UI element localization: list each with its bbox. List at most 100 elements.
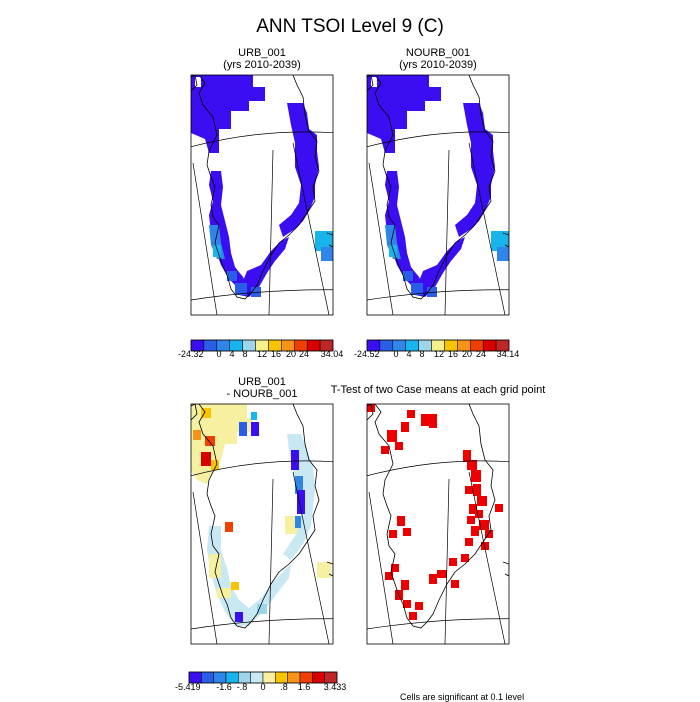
coastline xyxy=(374,75,496,300)
latitude-line xyxy=(367,460,509,477)
colorbar-min-label: -24.52 xyxy=(354,349,380,359)
difference-cells xyxy=(251,422,259,436)
significant-cell xyxy=(465,538,473,546)
temperature-cells xyxy=(251,287,261,297)
meridian-line xyxy=(192,162,218,315)
difference-cells xyxy=(231,582,239,590)
difference-cells xyxy=(257,604,267,614)
ttest-map-panel xyxy=(366,403,510,645)
coastline xyxy=(502,561,509,577)
temperature-cells xyxy=(367,75,441,153)
difference-cells xyxy=(201,408,211,418)
significant-cell xyxy=(429,414,437,428)
colorbar-tick-label: 0 xyxy=(393,349,398,359)
difference-cells xyxy=(295,476,303,494)
colorbar-tick-label: -1.6 xyxy=(216,682,232,692)
coastline xyxy=(191,75,198,92)
significant-cell xyxy=(477,496,487,506)
colorbar-tick-label: 4 xyxy=(229,349,234,359)
significant-cell xyxy=(421,414,429,426)
significant-cell xyxy=(409,612,417,620)
temperature-cells xyxy=(491,231,509,251)
temperature-cells xyxy=(195,77,201,87)
temperature-cells xyxy=(411,237,465,297)
significant-cell xyxy=(437,570,447,578)
urb-panel-title: URB_001 xyxy=(238,47,286,59)
nourb-colorbar xyxy=(366,339,510,352)
map-graticule xyxy=(191,75,333,315)
significant-cell xyxy=(471,470,481,482)
significant-cell xyxy=(407,410,415,418)
map-graticule xyxy=(191,404,333,644)
difference-field xyxy=(191,404,331,626)
nourb-colorbar-labels: -24.52 0 4 8 12 16 20 24 34.14 xyxy=(354,349,519,359)
significant-cell xyxy=(467,516,475,524)
nourb-panel-subtitle: (yrs 2010-2039) xyxy=(399,59,477,71)
map-border xyxy=(366,403,510,645)
temperature-cells xyxy=(497,247,509,261)
significant-cell xyxy=(403,528,411,536)
figure-title: ANN TSOI Level 9 (C) xyxy=(256,16,444,37)
colorbar-frame xyxy=(188,671,338,684)
significant-cell xyxy=(449,558,457,566)
temperature-cells xyxy=(427,287,437,297)
difference-cells xyxy=(317,562,331,578)
latitude-line xyxy=(367,618,509,630)
coastline xyxy=(198,404,320,629)
temperature-cells xyxy=(227,271,237,281)
coastline xyxy=(367,75,374,92)
colorbar-tick-label: 24 xyxy=(299,349,309,359)
map-border xyxy=(190,403,334,645)
coastline xyxy=(374,404,496,629)
urb-map-panel xyxy=(190,74,334,316)
coastline xyxy=(326,232,333,248)
meridian-line xyxy=(468,142,506,315)
temperature-cells xyxy=(235,283,247,295)
colorbar-tick-label: 0 xyxy=(260,682,265,692)
latitude-line xyxy=(367,289,509,301)
urb-colorbar xyxy=(190,339,334,352)
colorbar-max-label: 34.04 xyxy=(321,349,344,359)
significant-cell xyxy=(471,526,479,536)
colorbar-swatch xyxy=(379,339,394,352)
difference-cells xyxy=(225,522,233,532)
significant-cell xyxy=(381,446,389,454)
coastline xyxy=(367,404,374,421)
difference-cells xyxy=(251,412,257,420)
meridian-line xyxy=(292,471,330,644)
significant-cell xyxy=(415,602,423,610)
colorbar-tick-label: 16 xyxy=(271,349,281,359)
difference-cells xyxy=(291,450,299,470)
significant-cell xyxy=(465,486,473,494)
latitude-line xyxy=(191,618,333,630)
colorbar-tick-label: 12 xyxy=(434,349,444,359)
colorbar-swatch xyxy=(201,671,214,684)
difference-cells xyxy=(285,516,297,534)
latitude-line xyxy=(367,131,509,148)
colorbar-tick-label: 8 xyxy=(419,349,424,359)
difference-cells xyxy=(205,436,215,446)
difference-cells xyxy=(239,422,247,436)
urb-panel-subtitle: (yrs 2010-2039) xyxy=(223,59,301,71)
significant-cell xyxy=(395,442,403,450)
diff-panel-subtitle: - NOURB_001 xyxy=(227,388,298,400)
significant-cell xyxy=(485,530,493,538)
colorbar-min-label: -5.419 xyxy=(175,682,201,692)
diff-map-panel xyxy=(190,403,334,645)
urb-colorbar-labels: -24.32 0 4 8 12 16 20 24 34.04 xyxy=(178,349,343,359)
meridian-line xyxy=(192,491,218,644)
significant-cell xyxy=(389,530,397,538)
coastline xyxy=(198,75,320,300)
difference-cells xyxy=(209,554,221,578)
nourb-panel-title: NOURB_001 xyxy=(406,47,470,59)
difference-cells xyxy=(201,452,211,466)
colorbar-tick-label: 4 xyxy=(406,349,411,359)
colorbar-max-label: 34.14 xyxy=(497,349,520,359)
significant-cell xyxy=(403,600,411,608)
temperature-cells xyxy=(235,237,289,297)
significance-footnote: Cells are significant at 0.1 level xyxy=(400,692,525,702)
latitude-line xyxy=(191,289,333,301)
significant-cell xyxy=(481,542,489,550)
colorbar-tick-label: 24 xyxy=(476,349,486,359)
